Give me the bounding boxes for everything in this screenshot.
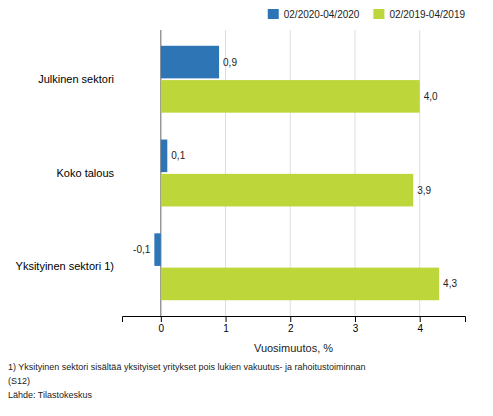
bar [161,174,413,207]
footnote: (S12) [8,376,30,386]
x-tick: 4 [417,316,423,334]
x-axis-label: Vuosimuutos, % [254,342,333,354]
bar [161,268,439,301]
legend-label: 02/2019-04/2019 [389,9,465,20]
data-label: 0,9 [223,57,237,68]
legend-item: 02/2019-04/2019 [373,9,465,20]
y-tick: Julkinen sektori [38,73,122,85]
x-tick: 1 [223,316,229,334]
footnotes: 1) Yksityinen sektori sisältää yksityise… [8,362,366,400]
x-axis: 0 1 2 3 4 [123,316,466,334]
bar [161,46,219,79]
x-tick-mark [161,316,162,322]
bar [154,233,160,266]
legend: 02/2019-04/2019 02/2020-04/2020 [268,9,466,20]
data-labels: 0,9 0,1 -0,1 4,0 3,9 4,3 [133,57,457,290]
plot: 0,9 0,1 -0,1 4,0 3,9 4,3 0 1 2 3 4 Julkinen sektori… [16,30,466,354]
data-label: -0,1 [133,244,151,255]
x-tick-mark [290,316,291,322]
data-label: 4,3 [443,278,457,289]
x-tick-mark [355,316,356,322]
y-axis: Julkinen sektori Koko talous Yksityinen se… [16,73,122,273]
x-tick: 3 [353,316,359,334]
y-tick: Koko talous [57,167,122,179]
bars [154,46,439,300]
y-tick-label: Julkinen sektori [38,73,114,85]
x-tick: 2 [288,316,294,334]
y-tick-label: Koko talous [57,167,115,179]
data-label: 4,0 [424,91,438,102]
x-tick-label: 2 [288,323,294,334]
y-tick-label: Yksityinen sektori 1) [16,260,114,272]
legend-item: 02/2020-04/2020 [268,9,360,20]
x-axis-line [123,317,466,323]
footnote: Lähde: Tilastokeskus [8,390,93,400]
data-label: 0,1 [171,150,185,161]
x-tick-label: 1 [223,323,229,334]
x-tick-mark [420,316,421,322]
footnote: 1) Yksityinen sektori sisältää yksityise… [8,362,366,372]
x-tick: 0 [159,316,165,334]
y-tick: Yksityinen sektori 1) [16,260,122,272]
data-label: 3,9 [417,185,431,196]
bar [161,80,420,113]
legend-swatch [268,9,279,19]
x-tick-label: 3 [353,323,359,334]
legend-swatch [373,9,384,19]
x-tick-label: 4 [417,323,423,334]
x-tick-label: 0 [159,323,165,334]
legend-label: 02/2020-04/2020 [284,9,360,20]
chart: 0,9 0,1 -0,1 4,0 3,9 4,3 0 1 2 3 4 Julkinen sektori… [0,0,493,416]
x-tick-mark [226,316,227,322]
bar [161,140,167,173]
